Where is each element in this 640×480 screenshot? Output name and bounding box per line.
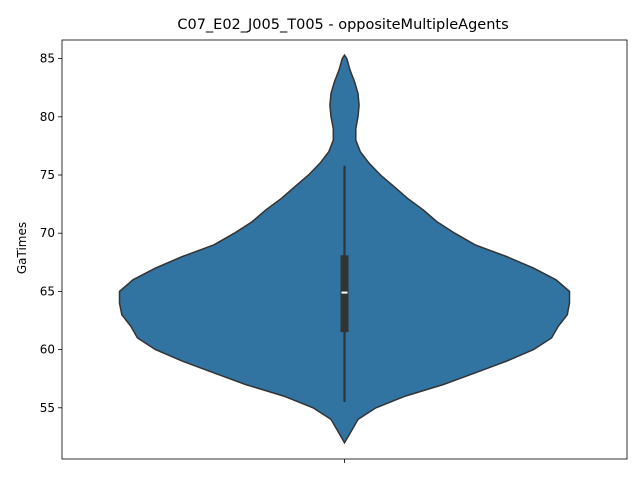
chart-title: C07_E02_J005_T005 - oppositeMultipleAgen… bbox=[177, 17, 508, 33]
y-tick-label: 80 bbox=[40, 110, 55, 124]
y-tick-label: 70 bbox=[40, 226, 55, 240]
y-tick-label: 60 bbox=[40, 343, 55, 357]
y-axis-ticks: 55 60 65 70 75 80 85 bbox=[40, 52, 62, 415]
violin-layer bbox=[118, 53, 571, 445]
y-tick-label: 85 bbox=[40, 52, 55, 66]
iqr-box bbox=[340, 255, 349, 333]
y-axis-label: GaTimes bbox=[15, 222, 29, 274]
y-tick-label: 65 bbox=[40, 284, 55, 298]
y-tick-label: 75 bbox=[40, 168, 55, 182]
y-tick-label: 55 bbox=[40, 401, 55, 415]
